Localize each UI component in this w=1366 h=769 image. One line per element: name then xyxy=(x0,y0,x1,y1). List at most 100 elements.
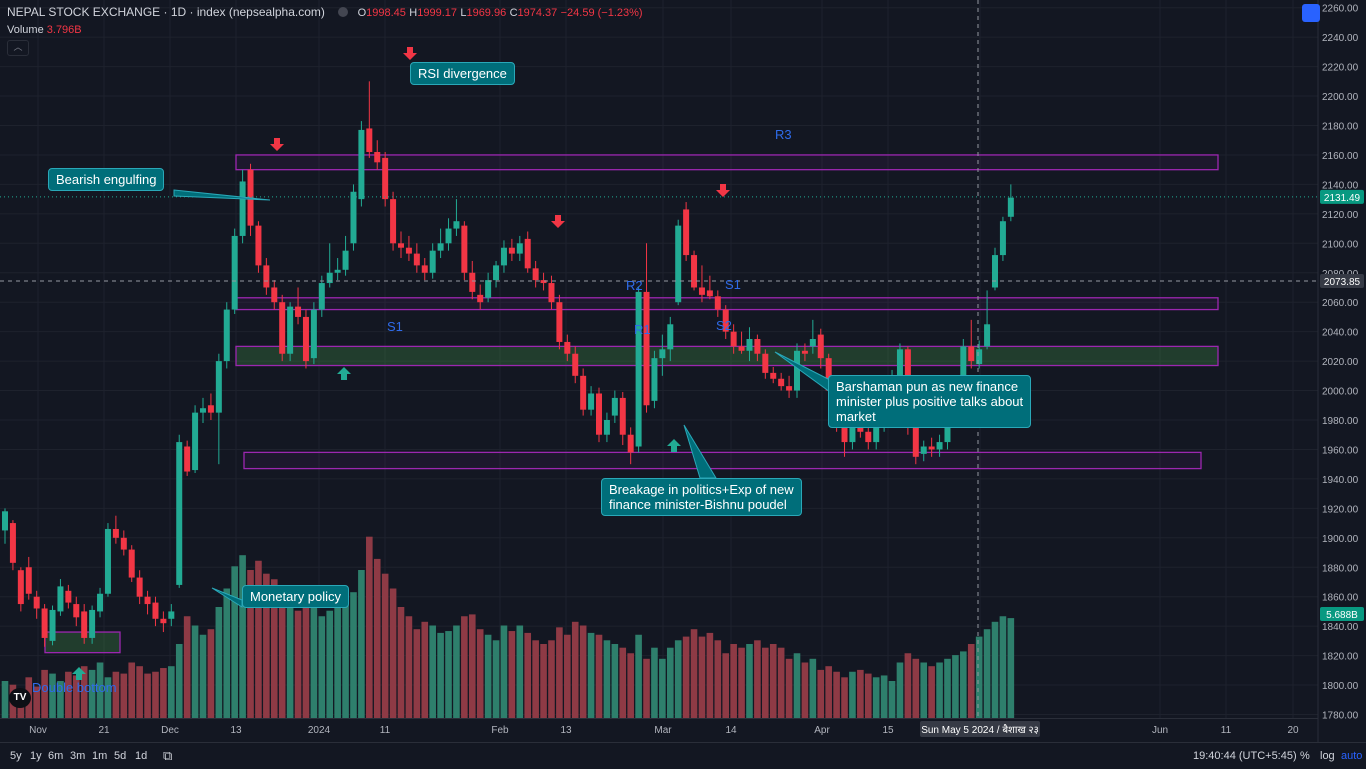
volume-bar xyxy=(199,634,207,718)
range-1m[interactable]: 1m xyxy=(92,750,108,762)
symbol-title: NEPAL STOCK EXCHANGE · 1D · index (nepse… xyxy=(7,5,325,19)
price-tick-label: 2040.00 xyxy=(1322,328,1359,339)
volume-bar xyxy=(564,634,571,718)
range-1y[interactable]: 1y xyxy=(30,750,42,762)
candle-body xyxy=(2,511,8,531)
toggle-icon[interactable] xyxy=(338,7,349,17)
price-tick-label: 2160.00 xyxy=(1322,151,1359,162)
volume-bar xyxy=(231,566,238,718)
candle-body xyxy=(33,596,40,609)
price-tick-label: 2260.00 xyxy=(1322,4,1359,15)
price-tick-label: 1980.00 xyxy=(1322,416,1359,427)
arrow-down-icon xyxy=(270,138,284,151)
axis-settings-icon[interactable] xyxy=(1302,4,1320,22)
candle-body xyxy=(192,412,199,471)
volume-bar xyxy=(967,644,975,718)
candle-body xyxy=(580,375,587,410)
volume-bar xyxy=(429,625,436,718)
volume-bar xyxy=(334,607,341,718)
label-s1-right: S1 xyxy=(725,277,741,292)
candle-body xyxy=(635,291,642,447)
crosshair-date-badge-bg xyxy=(920,721,1040,737)
callout-breakage: Breakage in politics+Exp of new finance … xyxy=(601,478,802,516)
volume-bar xyxy=(1,681,9,718)
time-tick-label: 13 xyxy=(230,725,242,736)
price-tick-label: 1820.00 xyxy=(1322,652,1359,663)
label-s2: S2 xyxy=(716,318,732,333)
candle-body xyxy=(493,265,500,281)
candle-body xyxy=(849,420,856,443)
volume-bar xyxy=(120,673,128,718)
candle-body xyxy=(643,291,650,406)
price-tick-label: 1800.00 xyxy=(1322,681,1359,692)
price-tick-label: 1900.00 xyxy=(1322,534,1359,545)
price-tick-label: 1920.00 xyxy=(1322,504,1359,515)
callout-barshaman: Barshaman pun as new finance minister pl… xyxy=(828,375,1032,428)
volume-bar xyxy=(350,592,357,718)
candle-body xyxy=(762,353,769,373)
candle-body xyxy=(477,294,484,303)
candle-body xyxy=(112,528,119,538)
volume-bar xyxy=(112,671,120,718)
crosshair xyxy=(0,0,1318,718)
candle-body xyxy=(231,235,238,310)
volume-bar xyxy=(263,573,270,718)
candle-body xyxy=(960,346,967,388)
candle-body xyxy=(825,358,832,391)
candle-body xyxy=(730,331,737,347)
range-1d[interactable]: 1d xyxy=(135,750,148,762)
volume-bar xyxy=(445,631,452,718)
candle-body xyxy=(524,238,531,269)
volume-bar xyxy=(437,632,444,718)
collapse-legend-icon[interactable]: ︿ xyxy=(7,40,29,56)
volume-bar xyxy=(524,632,532,718)
range-5y[interactable]: 5y xyxy=(10,750,22,762)
candle-body xyxy=(421,265,428,273)
volume-bar xyxy=(136,666,143,718)
volume-bar xyxy=(405,616,413,718)
volume-bar xyxy=(849,671,856,718)
candle-body xyxy=(25,567,32,594)
candle-body xyxy=(746,339,753,351)
range-3m[interactable]: 3m xyxy=(70,750,86,762)
volume-bar xyxy=(666,647,674,718)
label-s1-left: S1 xyxy=(387,319,403,334)
candle-body xyxy=(873,427,880,443)
volume-bar xyxy=(635,634,642,718)
range-5d[interactable]: 5d xyxy=(114,750,127,762)
candle-body xyxy=(89,609,96,638)
volume-bar xyxy=(286,603,294,718)
crosshair-date-badge: Sun May 5 2024 / बैशाख २३ xyxy=(921,724,1039,736)
auto-toggle[interactable]: auto xyxy=(1341,750,1363,762)
candle-body xyxy=(160,618,167,624)
volume-bar xyxy=(714,640,722,718)
candle-body xyxy=(556,302,563,342)
volume-bar xyxy=(223,588,231,718)
label-r2: R2 xyxy=(626,278,643,293)
range-6m[interactable]: 6m xyxy=(48,750,64,762)
date-range-icon[interactable]: ⧉ xyxy=(163,748,173,763)
volume-bar xyxy=(880,675,888,718)
price-chart[interactable]: 1780.00 1800.00 1820.00 1840.00 1860.00 1880.… xyxy=(0,0,1366,742)
volume-bar xyxy=(65,671,72,718)
volume-bar xyxy=(619,647,627,718)
time-tick-label: Dec xyxy=(161,725,179,736)
volume-bar xyxy=(682,636,690,718)
zone-s2 xyxy=(243,451,1202,470)
volume-bar xyxy=(49,673,56,718)
volume-bar xyxy=(698,636,706,718)
candle-body xyxy=(976,349,983,365)
volume-bar xyxy=(548,640,555,718)
volume-bar xyxy=(128,662,136,718)
candle-body xyxy=(271,287,278,303)
volume-bar xyxy=(183,616,191,718)
arrow-up-icon xyxy=(72,667,86,680)
volume-bar xyxy=(508,631,516,718)
volume-bar xyxy=(809,658,817,718)
time-tick-label: Feb xyxy=(491,725,509,736)
percent-toggle[interactable]: % xyxy=(1300,750,1310,762)
candle-body xyxy=(794,350,800,391)
candle-body xyxy=(532,268,539,281)
arrow-up-icon xyxy=(667,439,681,452)
log-toggle[interactable]: log xyxy=(1320,750,1335,762)
